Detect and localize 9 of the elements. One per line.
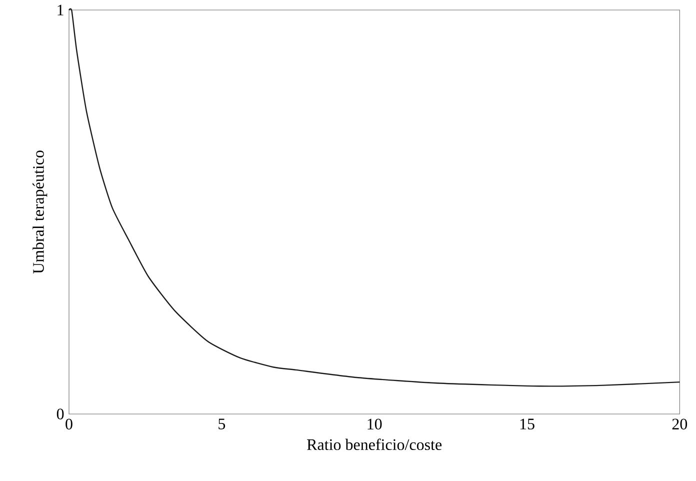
y-tick-label: 1 [58,4,64,16]
x-tick-label: 10 [368,418,382,430]
y-axis-title: Umbral terapéutico [32,150,48,274]
x-tick-label: 5 [218,418,226,430]
line-series [68,9,680,387]
x-tick-label: 0 [66,418,72,430]
x-tick-label: 20 [672,418,688,430]
x-axis-title: Ratio beneficio/coste [307,438,442,450]
x-tick-label: 15 [520,418,534,430]
